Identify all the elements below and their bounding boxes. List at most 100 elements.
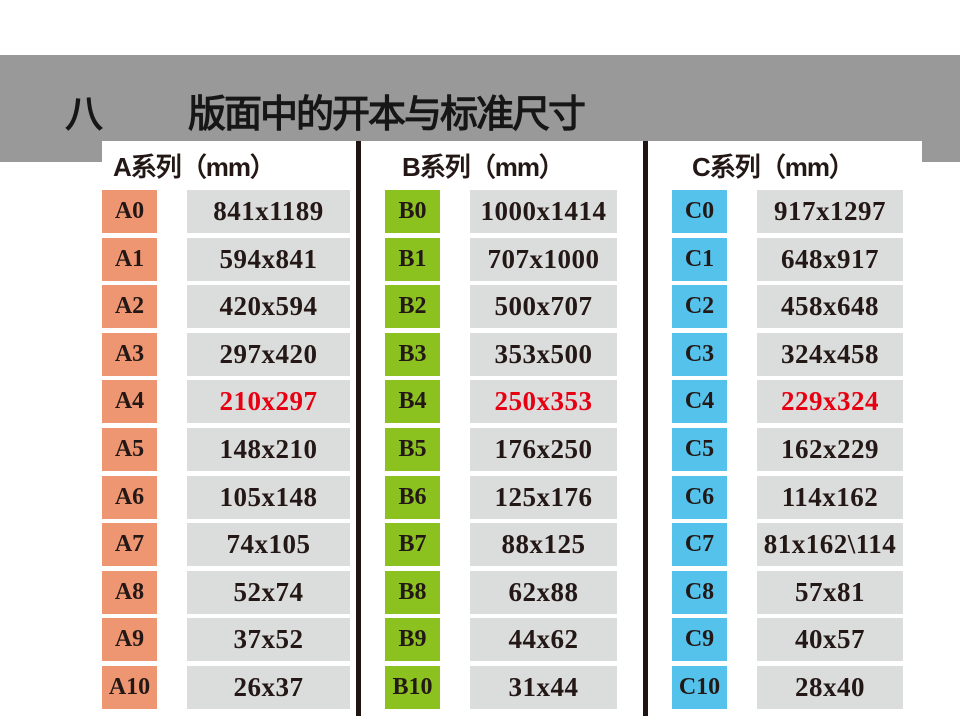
column-header: C系列（mm） [691, 152, 855, 182]
table-row: C1 648x917 [672, 237, 922, 281]
table-row: B3 353x500 [385, 332, 643, 376]
size-value-cell: 841x1189 [187, 190, 350, 233]
column-header: A系列（mm） [112, 152, 276, 182]
size-value-cell: 917x1297 [757, 190, 903, 233]
rows-container: A0 841x1189 A1 594x841 A2 420x594 A3 297x420 A4 2… [102, 190, 356, 709]
size-label-cell: A8 [102, 570, 157, 614]
size-value-cell: 28x40 [757, 665, 903, 709]
size-value-cell: 148x210 [187, 427, 350, 471]
size-label-cell: B0 [385, 190, 440, 233]
size-value-cell: 707x1000 [470, 237, 617, 281]
size-value-cell: 324x458 [757, 332, 903, 376]
table-row: C6 114x162 [672, 475, 922, 519]
column-divider [643, 141, 648, 716]
series-column-b: B系列（mm） B0 1000x1414 B1 707x1000 B2 500x707 B3 3… [361, 141, 643, 716]
size-label-cell: A5 [102, 427, 157, 471]
table-row: C9 40x57 [672, 618, 922, 662]
table-row: B9 44x62 [385, 618, 643, 662]
table-row: B7 88x125 [385, 523, 643, 567]
size-label-cell: B2 [385, 285, 440, 329]
size-value-cell: 105x148 [187, 475, 350, 519]
size-label-cell: B9 [385, 618, 440, 662]
table-row: B4 250x353 [385, 380, 643, 424]
series-column-c: C系列（mm） C0 917x1297 C1 648x917 C2 458x648 C3 324… [648, 141, 922, 716]
table-row: B6 125x176 [385, 475, 643, 519]
rows-container: B0 1000x1414 B1 707x1000 B2 500x707 B3 353x500 B… [361, 190, 643, 709]
size-value-cell: 229x324 [757, 380, 903, 424]
size-value-cell: 353x500 [470, 332, 617, 376]
size-label-cell: B4 [385, 380, 440, 424]
table-row: B10 31x44 [385, 665, 643, 709]
size-value-cell: 81x162\114 [757, 523, 903, 567]
table-row: A5 148x210 [102, 427, 356, 471]
table-row: A9 37x52 [102, 618, 356, 662]
table-row: A7 74x105 [102, 523, 356, 567]
table-row: C5 162x229 [672, 427, 922, 471]
size-label-cell: C8 [672, 570, 727, 614]
size-value-cell: 500x707 [470, 285, 617, 329]
table-row: A2 420x594 [102, 285, 356, 329]
size-label-cell: B6 [385, 475, 440, 519]
table-row: A3 297x420 [102, 332, 356, 376]
series-column-a: A系列（mm） A0 841x1189 A1 594x841 A2 420x594 A3 297… [102, 141, 356, 716]
size-label-cell: A9 [102, 618, 157, 662]
table-row: B0 1000x1414 [385, 190, 643, 233]
size-value-cell: 114x162 [757, 475, 903, 519]
size-value-cell: 594x841 [187, 237, 350, 281]
size-label-cell: B3 [385, 332, 440, 376]
size-label-cell: C2 [672, 285, 727, 329]
table-row: B1 707x1000 [385, 237, 643, 281]
size-label-cell: A0 [102, 190, 157, 233]
size-value-cell: 52x74 [187, 570, 350, 614]
size-value-cell: 250x353 [470, 380, 617, 424]
size-label-cell: B1 [385, 237, 440, 281]
size-label-cell: C1 [672, 237, 727, 281]
table-row: B5 176x250 [385, 427, 643, 471]
page-title: 版面中的开本与标准尺寸 [188, 94, 586, 136]
table-row: A4 210x297 [102, 380, 356, 424]
size-label-cell: A4 [102, 380, 157, 424]
size-label-cell: C9 [672, 618, 727, 662]
table-row: C7 81x162\114 [672, 523, 922, 567]
paper-size-table: A系列（mm） A0 841x1189 A1 594x841 A2 420x594 A3 297… [102, 141, 922, 716]
size-value-cell: 44x62 [470, 618, 617, 662]
size-value-cell: 297x420 [187, 332, 350, 376]
size-label-cell: A2 [102, 285, 157, 329]
size-label-cell: A10 [102, 665, 157, 709]
title-prefix: 八 [65, 94, 103, 136]
size-label-cell: C6 [672, 475, 727, 519]
table-row: B2 500x707 [385, 285, 643, 329]
size-label-cell: B5 [385, 427, 440, 471]
size-label-cell: C10 [672, 665, 727, 709]
size-value-cell: 88x125 [470, 523, 617, 567]
size-value-cell: 125x176 [470, 475, 617, 519]
size-label-cell: B10 [385, 665, 440, 709]
column-divider [356, 141, 361, 716]
size-value-cell: 648x917 [757, 237, 903, 281]
size-label-cell: A1 [102, 237, 157, 281]
size-value-cell: 162x229 [757, 427, 903, 471]
table-row: C4 229x324 [672, 380, 922, 424]
table-row: C3 324x458 [672, 332, 922, 376]
table-row: A0 841x1189 [102, 190, 356, 233]
table-row: A1 594x841 [102, 237, 356, 281]
rows-container: C0 917x1297 C1 648x917 C2 458x648 C3 324x458 C4 2… [648, 190, 922, 709]
table-row: A10 26x37 [102, 665, 356, 709]
size-value-cell: 420x594 [187, 285, 350, 329]
column-header: B系列（mm） [401, 152, 565, 182]
size-label-cell: A6 [102, 475, 157, 519]
size-label-cell: C0 [672, 190, 727, 233]
size-value-cell: 1000x1414 [470, 190, 617, 233]
size-label-cell: C5 [672, 427, 727, 471]
size-label-cell: C7 [672, 523, 727, 567]
size-label-cell: B8 [385, 570, 440, 614]
size-label-cell: A7 [102, 523, 157, 567]
size-label-cell: C3 [672, 332, 727, 376]
table-row: A6 105x148 [102, 475, 356, 519]
table-row: C0 917x1297 [672, 190, 922, 233]
size-value-cell: 40x57 [757, 618, 903, 662]
size-value-cell: 57x81 [757, 570, 903, 614]
size-value-cell: 210x297 [187, 380, 350, 424]
size-value-cell: 458x648 [757, 285, 903, 329]
